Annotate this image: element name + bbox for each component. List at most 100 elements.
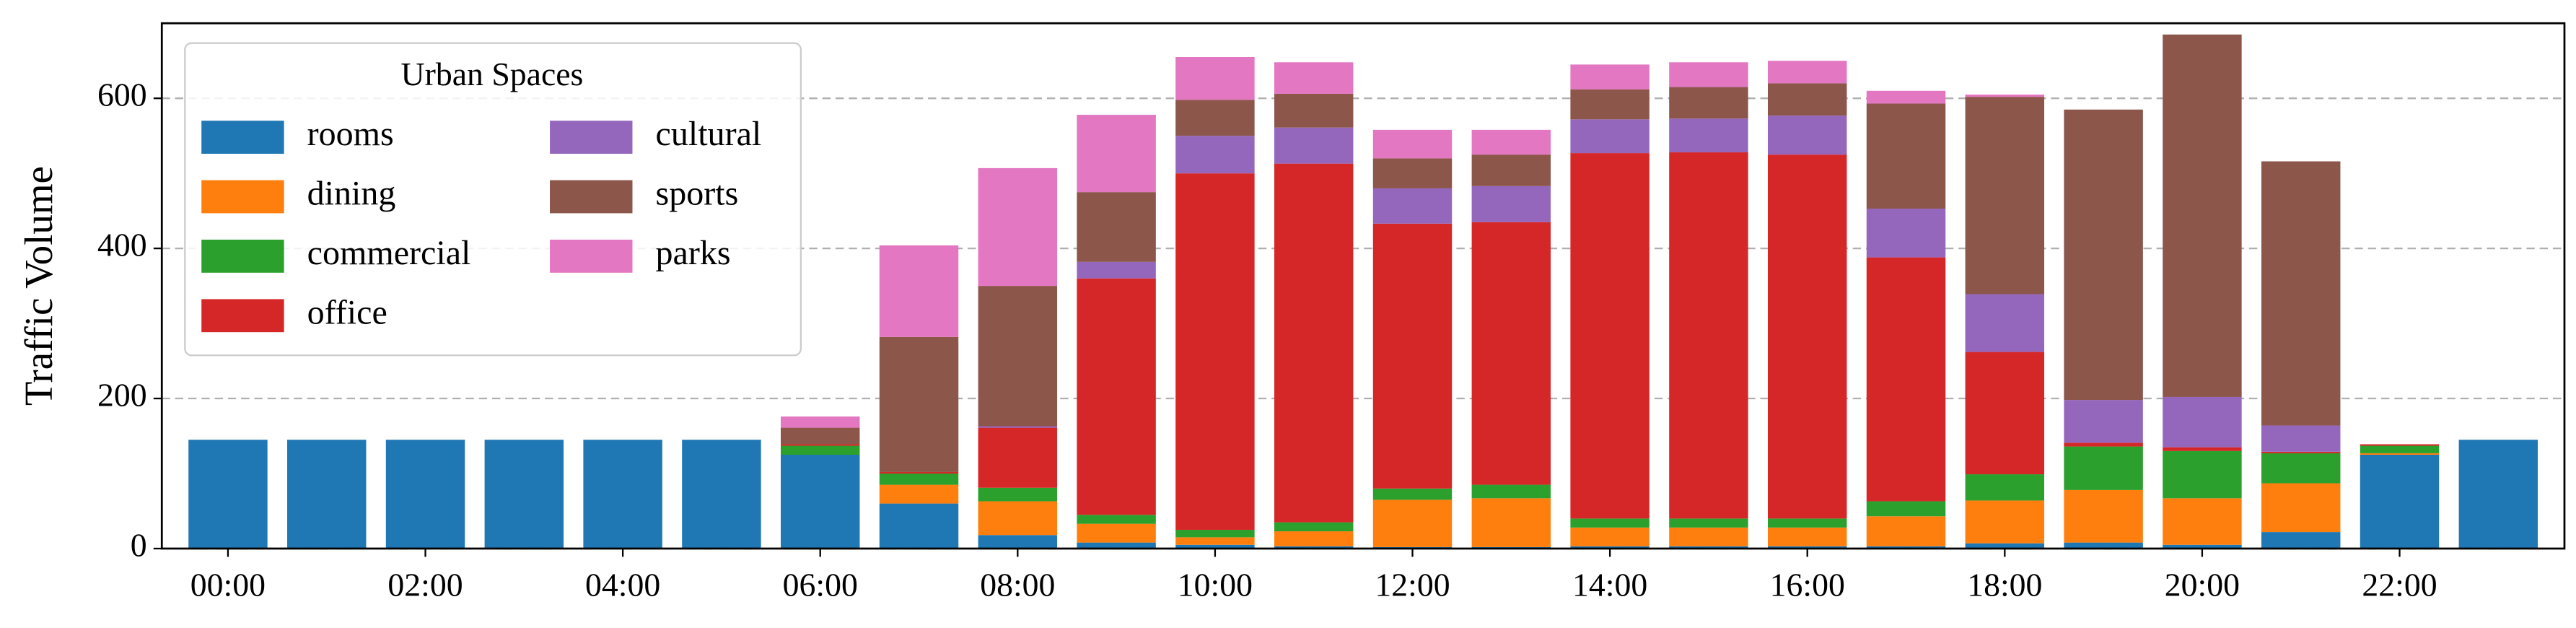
bar-segment xyxy=(2064,489,2143,543)
legend-title: Urban Spaces xyxy=(401,56,584,92)
bar-segment xyxy=(1669,527,1748,546)
bar-segment xyxy=(2261,161,2341,426)
bar-segment xyxy=(879,245,959,337)
bar-segment xyxy=(879,484,959,504)
bar-segment xyxy=(2064,400,2143,443)
bar-segment xyxy=(1077,523,1156,543)
bar-segment xyxy=(1866,90,1946,104)
bar-segment xyxy=(1768,83,1847,116)
bar-segment xyxy=(2261,451,2341,453)
bar-segment xyxy=(2064,542,2143,549)
bar-segment xyxy=(1077,515,1156,524)
bar-segment xyxy=(978,501,1058,536)
bar-segment xyxy=(1669,152,1748,519)
bar-segment xyxy=(2360,455,2440,549)
bar-segment xyxy=(1965,500,2045,544)
x-tick-label: 04:00 xyxy=(585,566,660,603)
bar-segment xyxy=(1175,100,1255,136)
x-tick-label: 08:00 xyxy=(980,566,1055,603)
bar-segment xyxy=(2261,453,2341,484)
bar-segment xyxy=(1274,163,1354,523)
bar-segment xyxy=(2163,450,2242,499)
bar-segment xyxy=(1077,278,1156,515)
plot-frame xyxy=(160,22,2566,550)
bar-segment xyxy=(1768,518,1847,528)
bar-segment xyxy=(1274,522,1354,532)
bar-segment xyxy=(1274,93,1354,128)
bar-segment xyxy=(1175,529,1255,538)
bar-segment xyxy=(1570,527,1650,546)
bar-segment xyxy=(1768,61,1847,84)
bar-segment xyxy=(2064,446,2143,490)
bar-segment xyxy=(1274,531,1354,546)
x-tick-label: 22:00 xyxy=(2362,566,2437,603)
bar-segment xyxy=(2261,532,2341,549)
bar-segment xyxy=(1669,87,1748,119)
legend-label: office xyxy=(307,293,387,331)
legend-label: commercial xyxy=(307,234,471,272)
y-axis-label: Traffic Volume xyxy=(17,166,61,406)
bar-segment xyxy=(879,336,959,472)
bar-segment xyxy=(1471,186,1551,222)
legend-label: rooms xyxy=(307,115,394,153)
bar-segment xyxy=(1471,129,1551,155)
bar-segment xyxy=(1965,97,2045,295)
y-tick-label: 600 xyxy=(97,77,147,113)
bar-segment xyxy=(1965,474,2045,501)
bar-segment xyxy=(1866,257,1946,502)
bar-segment xyxy=(1077,542,1156,549)
bar-segment xyxy=(978,427,1058,488)
bar-segment xyxy=(879,474,959,485)
bar-segment xyxy=(1768,154,1847,519)
bar-segment xyxy=(781,416,860,428)
legend-swatch xyxy=(550,240,633,273)
bar-segment xyxy=(978,426,1058,428)
legend-label: cultural xyxy=(656,115,762,153)
bar-segment xyxy=(1866,516,1946,546)
bar-segment xyxy=(1175,544,1255,549)
y-tick-label: 400 xyxy=(97,227,147,263)
bar-segment xyxy=(2458,440,2538,549)
bar-segment xyxy=(1372,158,1453,188)
bar-segment xyxy=(1768,527,1847,546)
bar-segment xyxy=(978,535,1058,549)
bar-segment xyxy=(1866,209,1946,258)
bar-segment xyxy=(1471,154,1551,186)
bar-segment xyxy=(781,445,860,455)
bar-segment xyxy=(484,440,564,549)
bar-segment xyxy=(1175,537,1255,545)
bar-segment xyxy=(583,440,662,549)
bar-segment xyxy=(2360,444,2440,446)
bar-segment xyxy=(1768,115,1847,155)
bar-segment xyxy=(781,444,860,446)
bar-segment xyxy=(1669,518,1748,528)
bar-segment xyxy=(781,455,860,549)
bar-segment xyxy=(287,440,367,549)
x-tick-label: 12:00 xyxy=(1375,566,1450,603)
x-tick-label: 02:00 xyxy=(387,566,463,603)
bar-segment xyxy=(1768,546,1847,549)
bar-segment xyxy=(2360,445,2440,453)
bar-segment xyxy=(188,440,268,549)
x-tick-label: 00:00 xyxy=(190,566,266,603)
bar-segment xyxy=(1372,129,1453,159)
bar-segment xyxy=(1965,543,2045,549)
bar-segment xyxy=(1175,57,1255,100)
x-tick-label: 06:00 xyxy=(783,566,858,603)
y-tick-label: 200 xyxy=(97,377,147,414)
bar-segment xyxy=(1077,115,1156,193)
x-tick-label: 20:00 xyxy=(2165,566,2240,603)
bar-segment xyxy=(1471,222,1551,485)
bar-segment xyxy=(978,286,1058,427)
bar-segment xyxy=(1866,501,1946,517)
bar-segment xyxy=(1077,261,1156,279)
bar-segment xyxy=(1570,518,1650,528)
bar-segment xyxy=(2261,483,2341,533)
bar-segment xyxy=(682,440,761,549)
bar-segment xyxy=(978,167,1058,287)
bar-segment xyxy=(1175,173,1255,530)
bar-segment xyxy=(1372,488,1453,500)
bar-segment xyxy=(1570,89,1650,120)
